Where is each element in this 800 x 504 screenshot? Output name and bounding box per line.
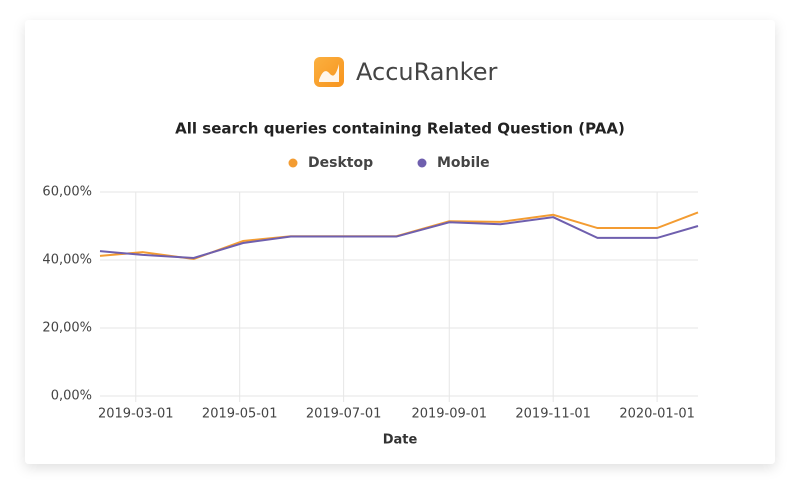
y-tick-label: 0,00% bbox=[51, 389, 92, 404]
legend-marker bbox=[417, 158, 427, 168]
y-tick-label: 40,00% bbox=[42, 253, 92, 268]
x-tick-label: 2019-07-01 bbox=[306, 407, 382, 422]
legend-label: Desktop bbox=[308, 155, 373, 171]
legend-label: Mobile bbox=[437, 155, 490, 171]
x-tick-label: 2019-03-01 bbox=[98, 407, 174, 422]
logo-icon bbox=[314, 57, 344, 87]
y-tick-label: 20,00% bbox=[42, 321, 92, 336]
legend-marker bbox=[288, 158, 298, 168]
line-series bbox=[99, 216, 699, 259]
x-axis-label: Date bbox=[383, 433, 418, 448]
chart-title: All search queries containing Related Qu… bbox=[175, 120, 625, 138]
y-tick-label: 60,00% bbox=[42, 185, 92, 200]
card bbox=[25, 20, 775, 464]
x-tick-label: 2019-05-01 bbox=[202, 407, 278, 422]
x-tick-label: 2019-11-01 bbox=[515, 407, 591, 422]
x-tick-label: 2020-01-01 bbox=[619, 407, 695, 422]
brand: AccuRanker bbox=[356, 58, 497, 86]
x-tick-label: 2019-09-01 bbox=[411, 407, 487, 422]
